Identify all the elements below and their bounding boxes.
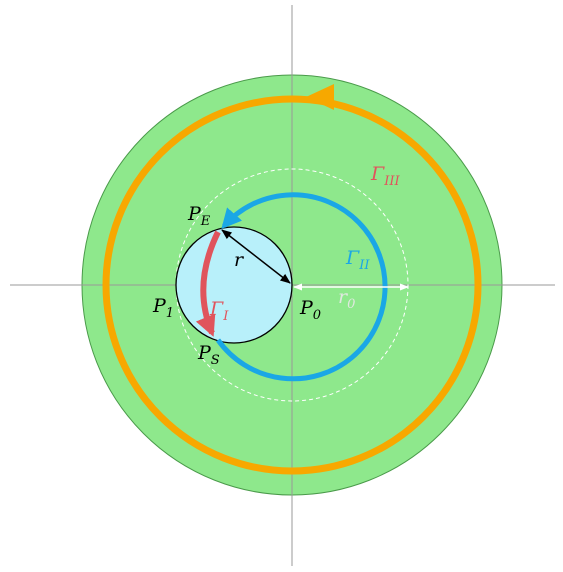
label-main: P [299, 297, 314, 319]
gamma-3-arrow [306, 84, 334, 110]
label-sub: E [200, 214, 211, 229]
gamma-3-path [102, 95, 482, 475]
label: r0 [338, 286, 355, 312]
label-sub: 0 [313, 308, 321, 323]
gamma-1-path [195, 230, 221, 337]
label-main: P [152, 295, 167, 317]
label: r [234, 249, 245, 271]
label-sub: S [211, 353, 220, 368]
label: P1 [152, 295, 174, 321]
label-main: r [338, 286, 349, 308]
gamma-2-path [215, 192, 388, 382]
label-main: Γ [370, 163, 385, 185]
label-sub: 1 [166, 306, 174, 321]
label: PS [197, 342, 220, 368]
label: P0 [299, 297, 321, 323]
small-circle [175, 226, 293, 344]
label-main: r [234, 249, 245, 271]
label-sub: 0 [347, 297, 355, 312]
label-sub: III [383, 174, 400, 189]
label: ΓI [209, 298, 229, 324]
label-sub: II [358, 258, 370, 273]
label: PE [187, 203, 211, 229]
label-main: P [187, 203, 202, 225]
label-main: Γ [345, 247, 360, 269]
label: ΓIII [370, 163, 400, 189]
radius-arrow [221, 229, 291, 284]
label-main: P [197, 342, 212, 364]
label: ΓII [345, 247, 370, 273]
label-main: Γ [209, 298, 224, 320]
label-sub: I [222, 309, 229, 324]
